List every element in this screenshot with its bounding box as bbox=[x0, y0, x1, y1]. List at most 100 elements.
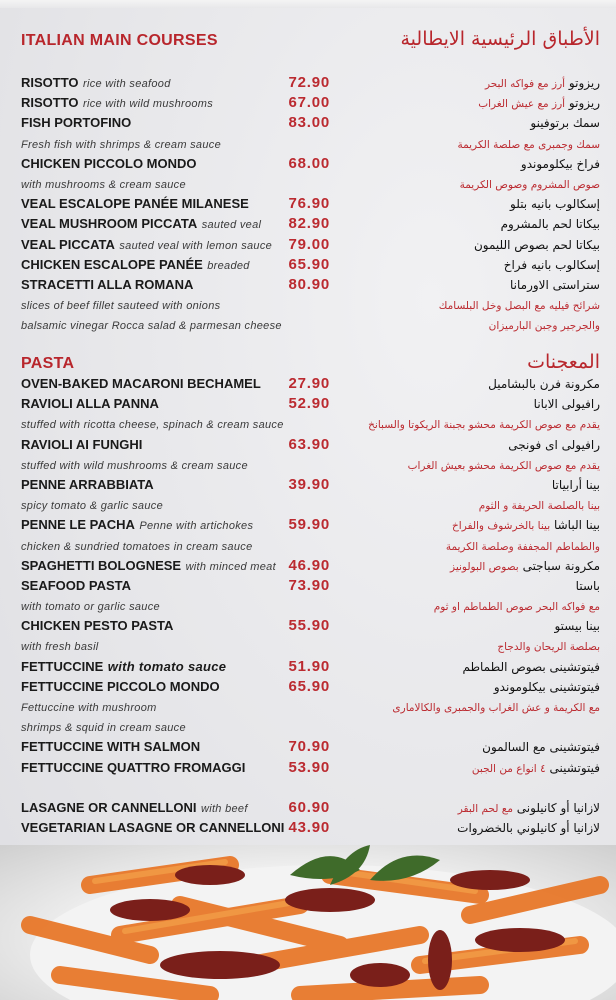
item-arabic: رافيولى اى فونجى bbox=[508, 435, 600, 455]
item-price: 82.90 bbox=[288, 215, 330, 233]
item-description: with tomato sauce bbox=[107, 658, 227, 674]
item-english: chicken & sundried tomatoes in cream sau… bbox=[21, 536, 253, 557]
item-english: FETTUCCINE QUATTRO FROMAGGI bbox=[21, 758, 245, 778]
item-description: with tomato or garlic sauce bbox=[21, 601, 160, 614]
item-name: FISH PORTOFINO bbox=[21, 115, 132, 131]
item-english: PENNE LE PACHA Penne with artichokes bbox=[21, 515, 253, 536]
item-arabic: بيكاتا لحم بصوص الليمون bbox=[474, 235, 600, 255]
item-price: 55.90 bbox=[288, 617, 330, 635]
main-courses-list: RISOTTO rice with seafood 72.90 ريزوتو أرز… bbox=[0, 73, 616, 335]
item-name: OVEN-BAKED MACARONI BECHAMEL bbox=[21, 376, 261, 391]
item-price: 27.90 bbox=[288, 375, 330, 392]
menu-item-description: spicy tomato & garlic sauce بينا بالصلصة … bbox=[0, 495, 616, 515]
item-description: Penne with artichokes bbox=[139, 520, 254, 533]
item-price: 80.90 bbox=[288, 275, 330, 293]
item-description: with minced meat bbox=[185, 560, 276, 573]
item-arabic: والطماطم المجففة وصلصة الكريمة bbox=[446, 536, 600, 557]
item-name-ar: مكرونة فرن بالبشاميل bbox=[488, 377, 600, 391]
item-name-ar: فيتوتشينى بيكلوموندو bbox=[493, 679, 600, 694]
spacer bbox=[0, 778, 616, 798]
item-english: CHICKEN ESCALOPE PANÉE breaded bbox=[21, 255, 250, 276]
item-english: balsamic vinegar Rocca salad & parmesan … bbox=[21, 315, 282, 336]
menu-item: STRACETTI ALLA ROMANA 80.90 ستراستى الاورم… bbox=[0, 275, 616, 295]
item-arabic: فيتوتشينى بصوص الطماطم bbox=[462, 657, 600, 677]
item-description: stuffed with wild mushrooms & cream sauc… bbox=[21, 459, 248, 472]
item-price: 63.90 bbox=[288, 435, 330, 453]
item-description-ar: والطماطم المجففة وصلصة الكريمة bbox=[445, 540, 600, 553]
menu-item-description: stuffed with wild mushrooms & cream sauc… bbox=[0, 455, 616, 475]
item-english: FETTUCCINE PICCOLO MONDO bbox=[21, 677, 220, 697]
item-price: 83.00 bbox=[288, 114, 330, 132]
item-arabic: بيكاتا لحم بالمشروم bbox=[501, 214, 600, 234]
item-english: CHICKEN PICCOLO MONDO bbox=[21, 154, 197, 174]
menu-item: PENNE LE PACHA Penne with artichokes 59.9… bbox=[0, 515, 616, 535]
item-price: 72.90 bbox=[288, 74, 330, 91]
item-name-ar: ريزوتو bbox=[568, 96, 600, 111]
item-arabic: رافيولى الابانا bbox=[534, 394, 600, 414]
item-name: FETTUCCINE QUATTRO FROMAGGI bbox=[21, 759, 246, 775]
item-name-ar: بينا الباشا bbox=[553, 518, 600, 533]
item-english: with mushrooms & cream sauce bbox=[21, 174, 186, 195]
item-name: STRACETTI ALLA ROMANA bbox=[21, 276, 194, 292]
item-name: VEGETARIAN LASAGNE OR CANNELLONI bbox=[21, 820, 285, 836]
item-description: Fresh fish with shrimps & cream sauce bbox=[21, 138, 221, 151]
item-arabic: إسكالوب بانيه فراخ bbox=[504, 255, 600, 275]
menu-item: RAVIOLI ALLA PANNA 52.90 رافيولى الابانا bbox=[0, 394, 616, 414]
item-name: VEAL ESCALOPE PANÉE MILANESE bbox=[21, 196, 249, 212]
item-description-ar: صوص المشروم وصوص الكريمة bbox=[459, 178, 600, 191]
item-arabic: يقدم مع صوص الكريمة محشو بعيش الغراب bbox=[408, 455, 600, 476]
item-arabic: مع الكريمة و عش الغراب والجمبرى والكالام… bbox=[392, 697, 600, 718]
pasta-list: OVEN-BAKED MACARONI BECHAMEL 27.90 مكرونة … bbox=[0, 374, 616, 838]
item-english: RAVIOLI AI FUNGHI bbox=[21, 435, 142, 455]
menu-item: RISOTTO rice with wild mushrooms 67.00 ريز… bbox=[0, 93, 616, 113]
item-name: RISOTTO bbox=[21, 75, 79, 90]
item-english: VEAL MUSHROOM PICCATA sauted veal bbox=[21, 214, 261, 235]
item-price: 79.00 bbox=[288, 235, 330, 253]
menu-item-description: stuffed with ricotta cheese, spinach & c… bbox=[0, 414, 616, 434]
item-arabic: والجرجير وجبن البارميزان bbox=[489, 315, 600, 336]
item-name: CHICKEN PESTO PASTA bbox=[21, 618, 174, 634]
item-arabic: بينا بيستو bbox=[554, 616, 600, 636]
menu-item: VEGETARIAN LASAGNE OR CANNELLONI 43.90 لاز… bbox=[0, 818, 616, 838]
item-arabic: فيتوتشينى مع السالمون bbox=[482, 737, 600, 757]
item-price: 46.90 bbox=[288, 556, 330, 574]
menu-item-description: slices of beef fillet sauteed with onion… bbox=[0, 295, 616, 315]
item-description: rice with seafood bbox=[83, 78, 171, 90]
item-description: shrimps & squid in cream sauce bbox=[21, 722, 186, 735]
item-description-ar: بصلصة الريحان والدجاج bbox=[497, 641, 600, 654]
item-english: slices of beef fillet sauteed with onion… bbox=[21, 295, 220, 316]
section-title-pasta-ar: المعجنات bbox=[527, 351, 600, 373]
item-price: 65.90 bbox=[288, 255, 330, 273]
pasta-photo bbox=[0, 845, 616, 1000]
item-name: LASAGNE OR CANNELLONI bbox=[21, 799, 197, 815]
item-price: 68.00 bbox=[288, 154, 330, 172]
item-arabic: بينا أرابياتا bbox=[552, 475, 600, 495]
menu-item: FETTUCCINE PICCOLO MONDO 65.90 فيتوتشينى ب… bbox=[0, 677, 616, 697]
item-description-ar: يقدم مع صوص الكريمة محشو بعيش الغراب bbox=[407, 459, 600, 472]
item-english: RISOTTO rice with seafood bbox=[21, 73, 171, 94]
item-name-ar: إسكالوب بانيه فراخ bbox=[503, 257, 600, 272]
menu-item-description: with fresh basil بصلصة الريحان والدجاج bbox=[0, 636, 616, 656]
menu-item: CHICKEN PICCOLO MONDO 68.00 فراخ بيكلوموند… bbox=[0, 154, 616, 174]
section-title-main-courses: ITALIAN MAIN COURSES bbox=[21, 32, 218, 49]
menu-item: FISH PORTOFINO 83.00 سمك برتوفينو bbox=[0, 113, 616, 133]
item-english: FETTUCCINE with tomato sauce bbox=[21, 657, 226, 677]
item-english: LASAGNE OR CANNELLONI with beef bbox=[21, 798, 248, 819]
item-english: spicy tomato & garlic sauce bbox=[21, 495, 163, 516]
item-name-ar: فراخ بيكلوموندو bbox=[520, 156, 600, 171]
menu-item: OVEN-BAKED MACARONI BECHAMEL 27.90 مكرونة … bbox=[0, 374, 616, 394]
item-name-ar: رافيولى الابانا bbox=[533, 397, 600, 412]
item-name: FETTUCCINE WITH SALMON bbox=[21, 739, 201, 755]
item-english: FETTUCCINE WITH SALMON bbox=[21, 737, 200, 757]
item-name: PENNE ARRABBIATA bbox=[21, 476, 154, 492]
item-name-ar: فيتوتشينى مع السالمون bbox=[482, 740, 600, 755]
menu-item: CHICKEN ESCALOPE PANÉE breaded 65.90 إسكال… bbox=[0, 255, 616, 275]
item-arabic: فيتوتشينى ٤ انواع من الجبن bbox=[472, 758, 600, 779]
item-arabic: مع فواكه البحر صوص الطماطم او ثوم bbox=[434, 596, 600, 617]
pasta-illustration bbox=[21, 845, 616, 1000]
item-english: stuffed with ricotta cheese, spinach & c… bbox=[21, 414, 284, 435]
item-name: VEAL MUSHROOM PICCATA bbox=[21, 216, 198, 232]
item-name-ar: ستراستى الاورمانا bbox=[510, 277, 600, 292]
item-description-ar: بصوص البولونيز bbox=[450, 560, 519, 573]
item-description: rice with wild mushrooms bbox=[83, 98, 214, 111]
